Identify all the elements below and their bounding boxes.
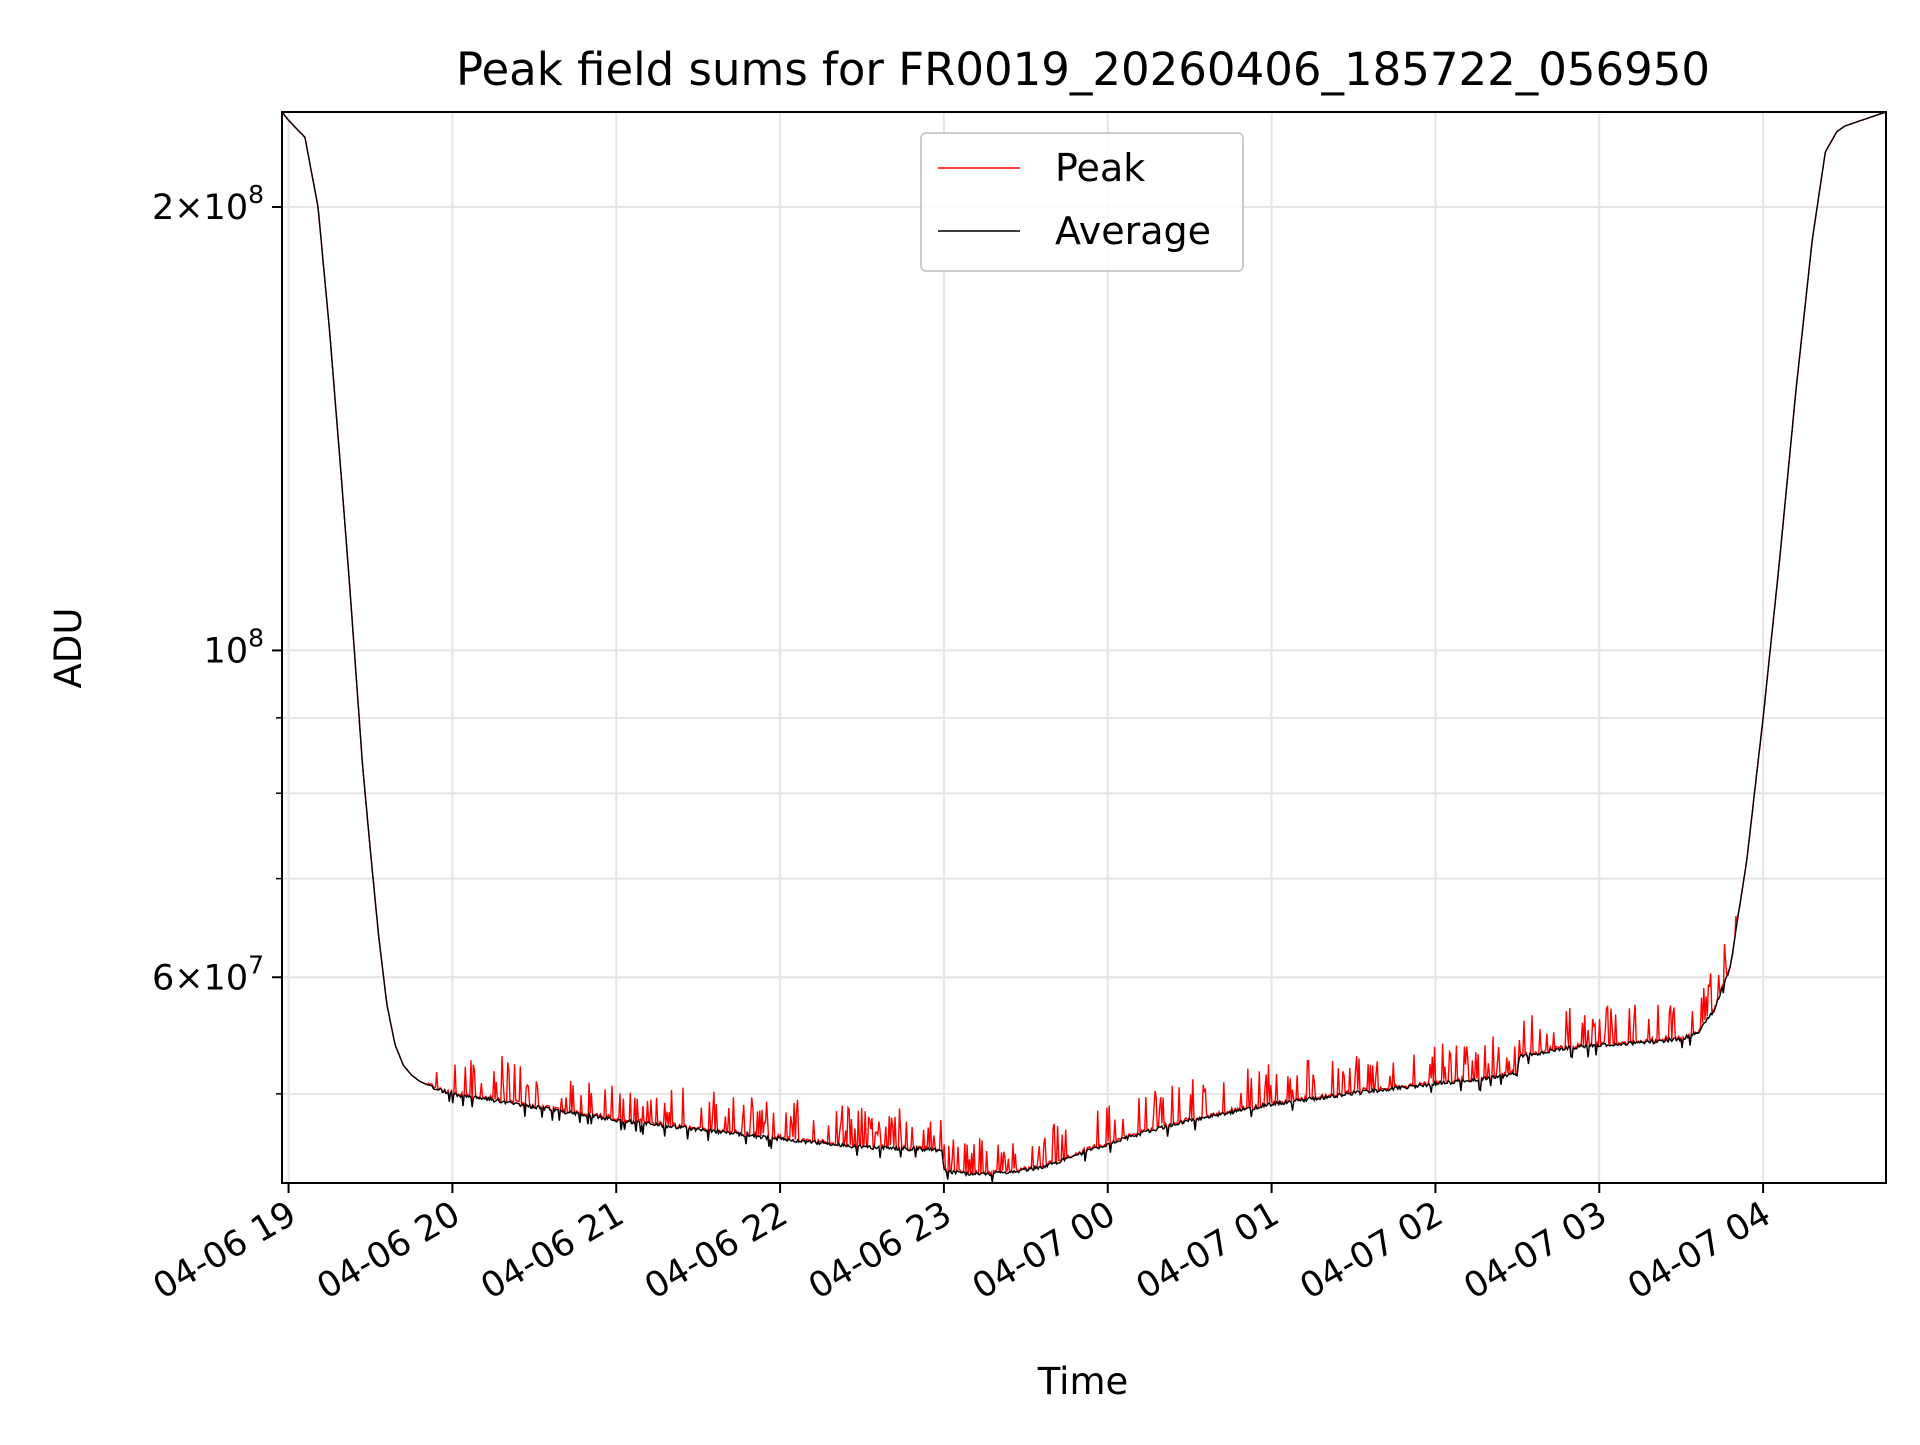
legend: Peak Average	[920, 132, 1244, 272]
y-tick-label: 6×107	[152, 950, 264, 998]
x-tick-label: 04-06 19	[147, 1194, 303, 1307]
y-tick-label: 108	[204, 623, 264, 671]
plot-area	[281, 111, 1887, 1183]
series-line-peak	[281, 111, 1887, 1182]
x-axis-label: Time	[1037, 1360, 1129, 1403]
legend-label-peak: Peak	[1055, 146, 1145, 190]
x-tick-label: 04-07 03	[1457, 1194, 1613, 1307]
x-tick-label: 04-07 01	[1130, 1194, 1286, 1307]
x-tick-label: 04-07 02	[1294, 1194, 1450, 1307]
series-line-average	[281, 111, 1887, 1183]
grid	[282, 112, 1886, 1183]
plot-frame	[281, 111, 1887, 1184]
x-tick-label: 04-06 21	[474, 1194, 630, 1307]
x-tick-label: 04-06 22	[638, 1194, 794, 1307]
x-tick-label: 04-07 00	[966, 1194, 1122, 1307]
chart-title: Peak field sums for FR0019_20260406_1857…	[456, 43, 1710, 96]
legend-label-average: Average	[1055, 209, 1211, 253]
y-axis-label: ADU	[47, 608, 90, 689]
x-tick-label: 04-07 04	[1621, 1194, 1777, 1307]
y-tick-label: 2×108	[152, 180, 264, 228]
x-tick-label: 04-06 20	[311, 1194, 467, 1307]
x-tick-label: 04-06 23	[802, 1194, 958, 1307]
axis-ticks: 04-06 19 04-06 20 04-06 21 04-06 22 04-06 23…	[147, 180, 1778, 1308]
